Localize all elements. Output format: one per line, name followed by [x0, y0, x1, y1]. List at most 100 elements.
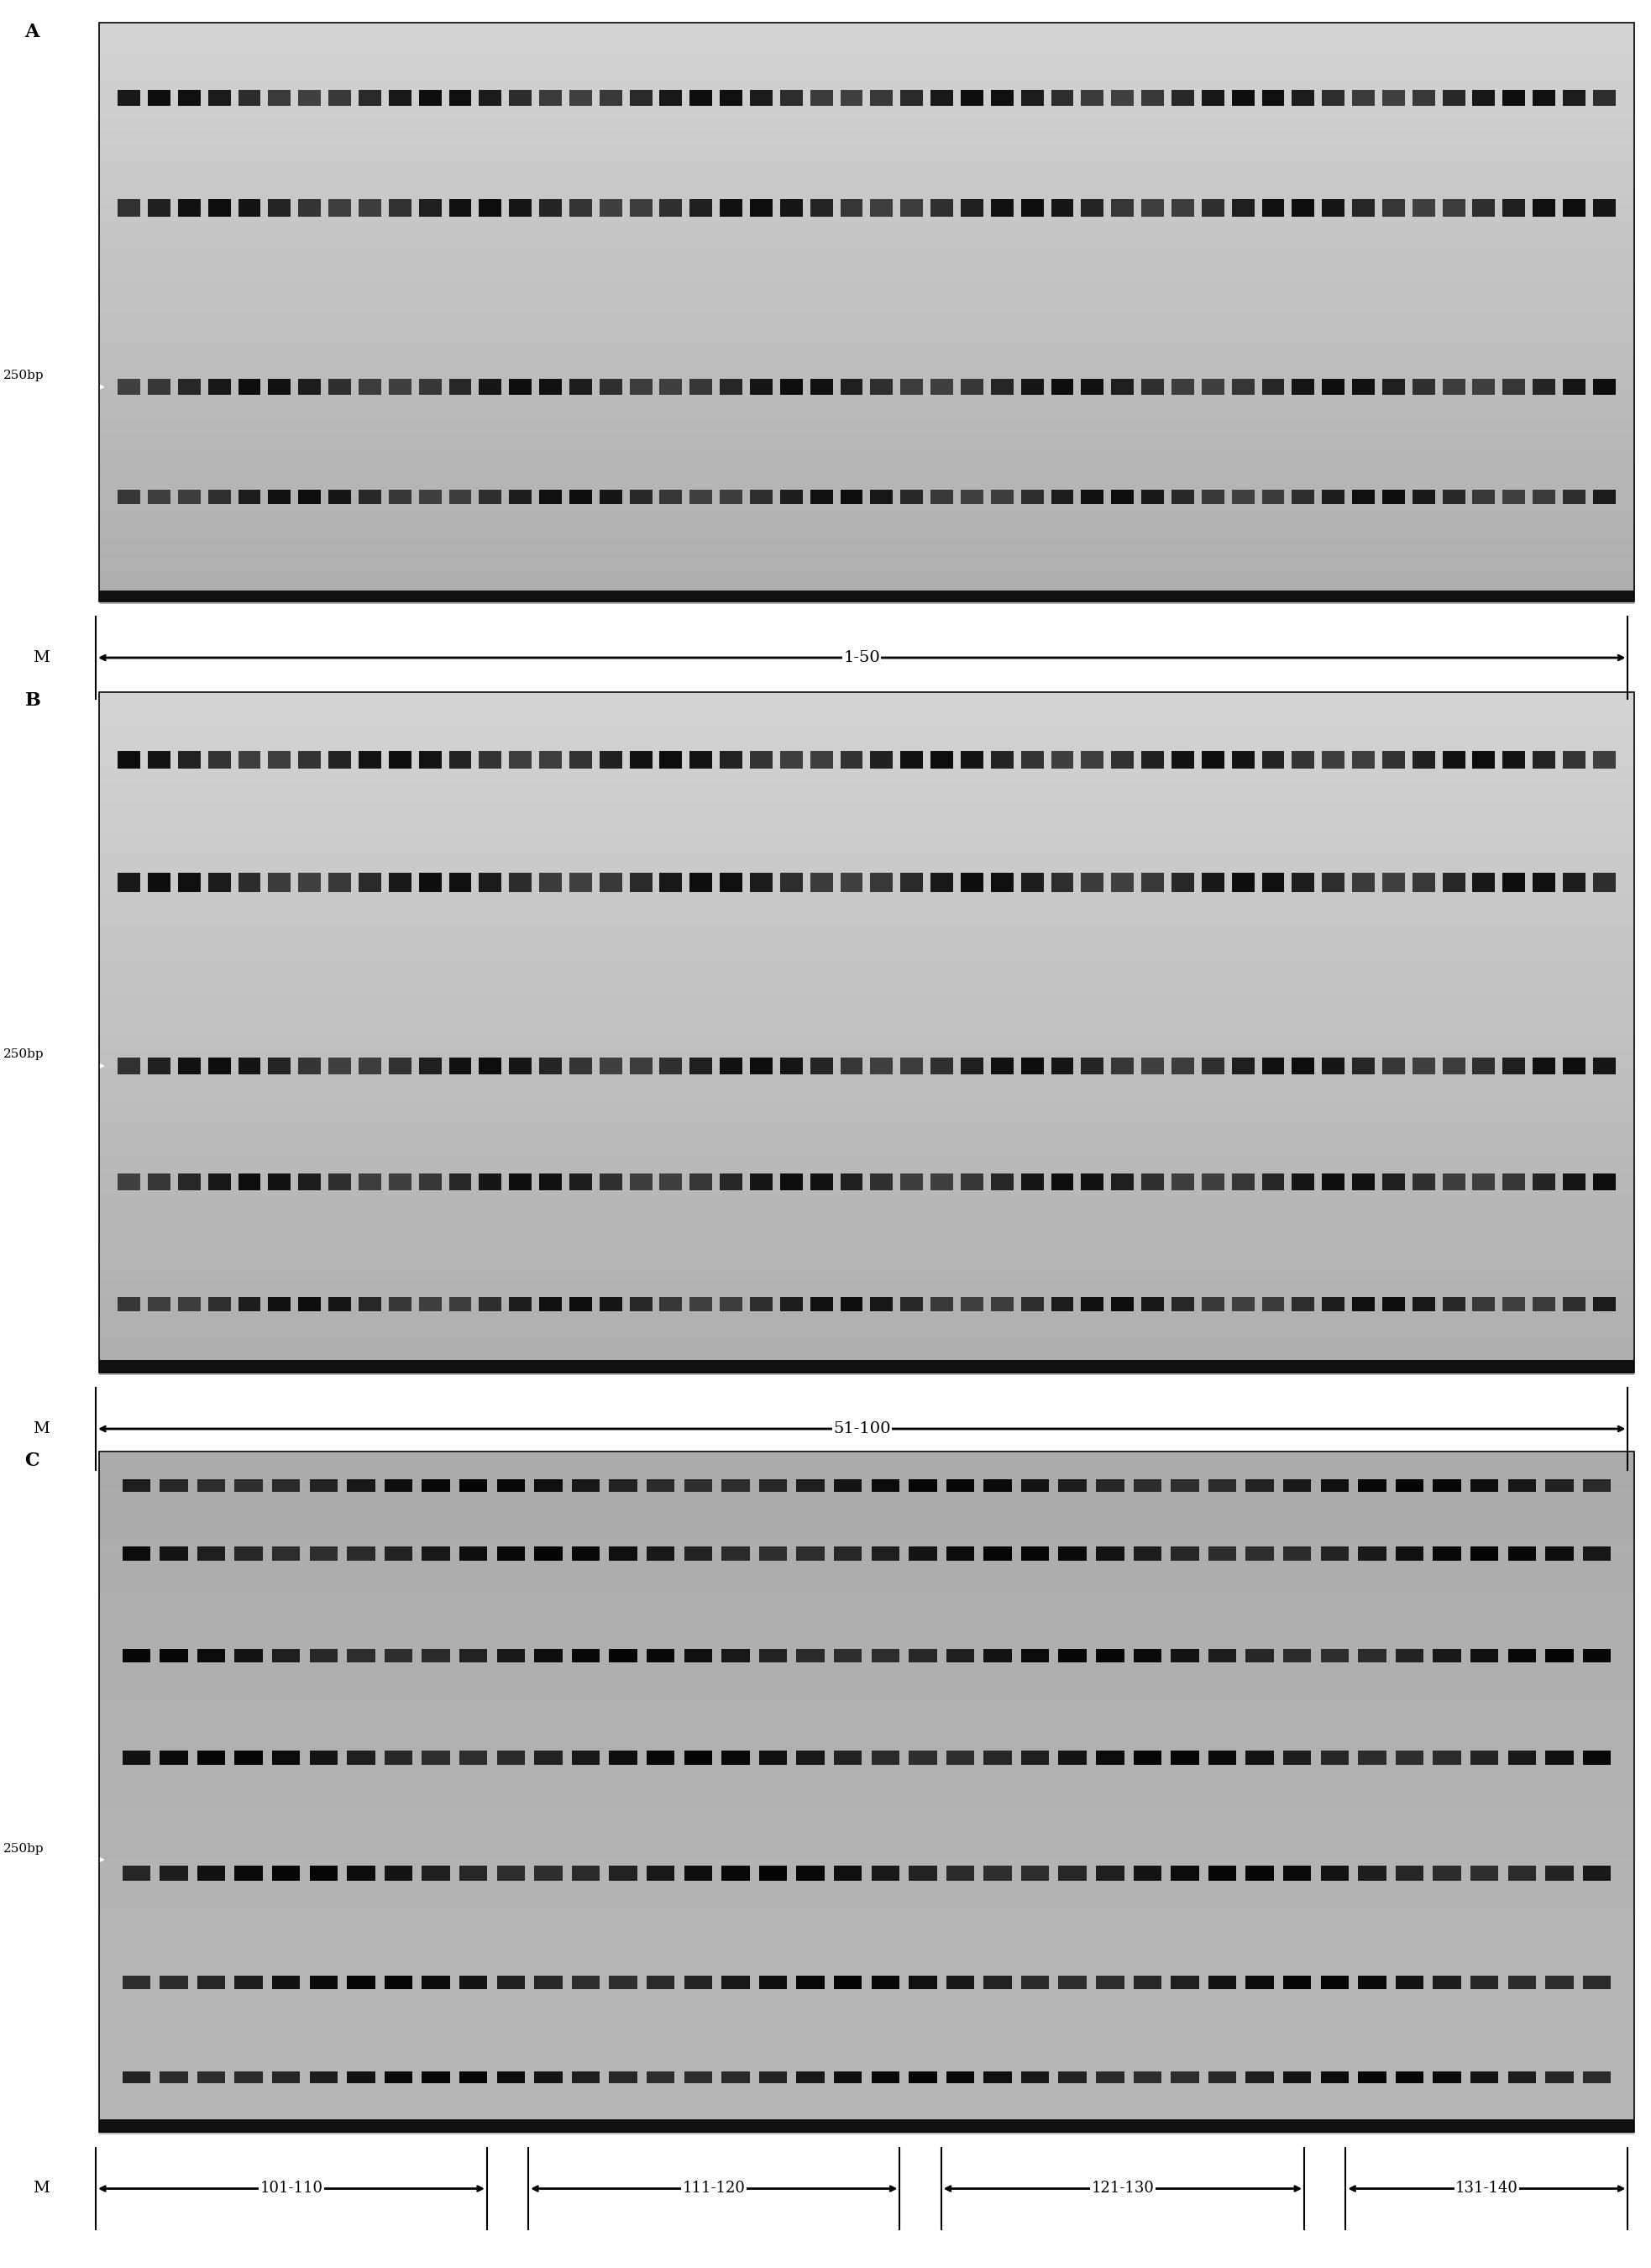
Bar: [272, 1975, 300, 1989]
Bar: [1141, 1297, 1164, 1311]
Bar: [160, 1649, 188, 1662]
Bar: [1545, 1479, 1573, 1492]
Bar: [796, 2071, 824, 2084]
Bar: [931, 1173, 953, 1191]
Bar: [684, 1751, 712, 1765]
Bar: [1382, 379, 1405, 395]
Bar: [1247, 2071, 1275, 2084]
Bar: [1382, 200, 1405, 215]
Bar: [1563, 751, 1585, 769]
Bar: [796, 1649, 824, 1662]
Bar: [1382, 1173, 1405, 1191]
Bar: [750, 873, 773, 891]
Bar: [834, 1649, 862, 1662]
Bar: [1583, 1479, 1611, 1492]
Bar: [1321, 2071, 1349, 2084]
Bar: [870, 751, 893, 769]
Bar: [1412, 1297, 1435, 1311]
Text: 51-100: 51-100: [834, 1422, 890, 1436]
Bar: [347, 1751, 375, 1765]
Bar: [1359, 1479, 1387, 1492]
Bar: [1096, 2071, 1124, 2084]
Bar: [1433, 1649, 1461, 1662]
Bar: [299, 873, 320, 891]
Bar: [779, 751, 802, 769]
Bar: [570, 200, 593, 215]
Bar: [721, 1867, 750, 1880]
Bar: [234, 1975, 263, 1989]
Text: 250bp: 250bp: [3, 1048, 45, 1061]
Bar: [479, 873, 502, 891]
Bar: [647, 1649, 675, 1662]
Bar: [178, 751, 200, 769]
Bar: [609, 1975, 637, 1989]
Bar: [1593, 379, 1616, 395]
Bar: [1209, 1547, 1237, 1560]
Bar: [599, 873, 622, 891]
Bar: [509, 379, 532, 395]
Bar: [1563, 490, 1585, 503]
Bar: [509, 91, 532, 107]
Text: 250bp: 250bp: [3, 1842, 45, 1855]
Bar: [238, 1297, 261, 1311]
Bar: [309, 1649, 337, 1662]
Bar: [1291, 1173, 1314, 1191]
Bar: [329, 1297, 352, 1311]
Bar: [423, 2071, 451, 2084]
Bar: [811, 91, 832, 107]
Bar: [272, 1751, 300, 1765]
Bar: [309, 1547, 337, 1560]
Bar: [629, 379, 652, 395]
Bar: [1058, 1751, 1086, 1765]
Bar: [1502, 751, 1526, 769]
Bar: [647, 1479, 675, 1492]
Bar: [1096, 1751, 1124, 1765]
Bar: [690, 1173, 712, 1191]
Bar: [1261, 490, 1284, 503]
Bar: [1322, 1057, 1344, 1075]
Bar: [1322, 751, 1344, 769]
Bar: [961, 1297, 984, 1311]
Bar: [267, 1057, 291, 1075]
Bar: [721, 2071, 750, 2084]
Bar: [1261, 1057, 1284, 1075]
Bar: [1111, 91, 1134, 107]
Bar: [1443, 751, 1464, 769]
Bar: [178, 490, 200, 503]
Bar: [272, 2071, 300, 2084]
Bar: [1058, 1649, 1086, 1662]
Bar: [459, 1975, 487, 1989]
Bar: [1052, 379, 1073, 395]
Bar: [1321, 1975, 1349, 1989]
Bar: [900, 873, 923, 891]
Bar: [1081, 1297, 1105, 1311]
Bar: [991, 91, 1014, 107]
Bar: [272, 1867, 300, 1880]
Bar: [423, 1547, 451, 1560]
Bar: [535, 2071, 563, 2084]
Bar: [1171, 1649, 1199, 1662]
Bar: [1232, 91, 1255, 107]
Bar: [1593, 91, 1616, 107]
Bar: [1291, 490, 1314, 503]
Bar: [208, 379, 231, 395]
Bar: [1020, 1649, 1048, 1662]
Bar: [1052, 1057, 1073, 1075]
Bar: [872, 1867, 900, 1880]
Bar: [1172, 751, 1194, 769]
Bar: [388, 873, 411, 891]
Bar: [647, 2071, 675, 2084]
Bar: [178, 200, 200, 215]
Bar: [1471, 1547, 1499, 1560]
Bar: [991, 490, 1014, 503]
Bar: [961, 1173, 984, 1191]
Text: C: C: [25, 1452, 40, 1470]
Bar: [570, 379, 593, 395]
Bar: [299, 490, 320, 503]
Bar: [1473, 1297, 1496, 1311]
Bar: [609, 1649, 637, 1662]
Bar: [1141, 1173, 1164, 1191]
Bar: [690, 490, 712, 503]
Bar: [750, 751, 773, 769]
Bar: [796, 1867, 824, 1880]
